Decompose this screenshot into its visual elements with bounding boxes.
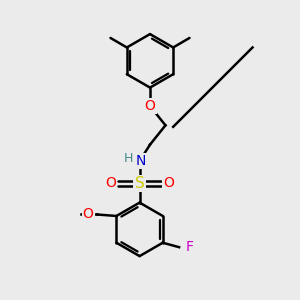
Text: F: F [186,240,194,254]
Text: O: O [83,208,94,221]
Text: S: S [135,176,145,191]
Text: O: O [105,176,116,190]
Text: O: O [145,99,155,113]
Text: H: H [124,152,133,165]
Text: N: N [136,154,146,168]
Text: O: O [163,176,174,190]
